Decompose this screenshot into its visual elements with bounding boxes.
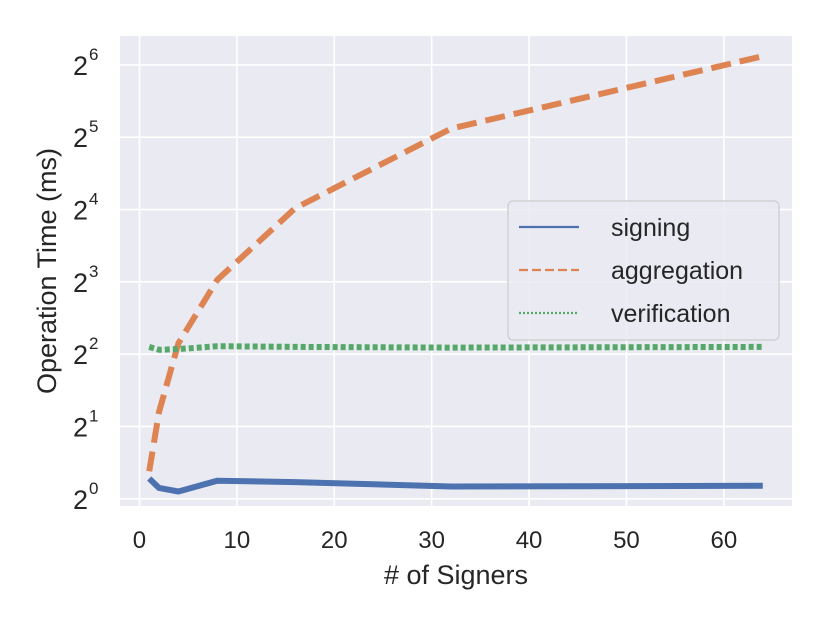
x-tick-label: 40: [516, 527, 543, 554]
x-tick-label: 20: [321, 527, 348, 554]
y-tick-label: 25: [73, 117, 99, 153]
x-axis-ticks: 0 10 20 30 40 50 60: [133, 527, 737, 554]
legend: signing aggregation verification: [507, 200, 780, 341]
legend-label-signing: signing: [611, 214, 690, 242]
y-axis-ticks: 20 21 22 23 24 25 26: [73, 45, 99, 515]
series-line-aggregation: [146, 53, 764, 472]
y-tick-label: 24: [73, 190, 99, 226]
x-tick-label: 0: [133, 527, 146, 554]
series-line-verification: [148, 343, 763, 353]
x-tick-label: 10: [224, 527, 251, 554]
x-tick-label: 50: [613, 527, 640, 554]
y-tick-label: 22: [73, 334, 99, 370]
series-line-signing: [147, 476, 763, 495]
y-axis-label: Operation Time (ms): [32, 148, 62, 394]
y-tick-label: 21: [73, 406, 99, 442]
x-axis-label: # of Signers: [384, 560, 528, 590]
legend-label-verification: verification: [611, 300, 731, 328]
legend-box: [507, 200, 780, 341]
x-tick-label: 30: [418, 527, 445, 554]
x-tick-label: 60: [710, 527, 737, 554]
y-tick-label: 23: [73, 262, 99, 298]
series-layer: [146, 53, 764, 495]
legend-label-aggregation: aggregation: [611, 257, 743, 285]
y-tick-label: 26: [73, 45, 99, 81]
y-tick-label: 20: [73, 479, 99, 515]
